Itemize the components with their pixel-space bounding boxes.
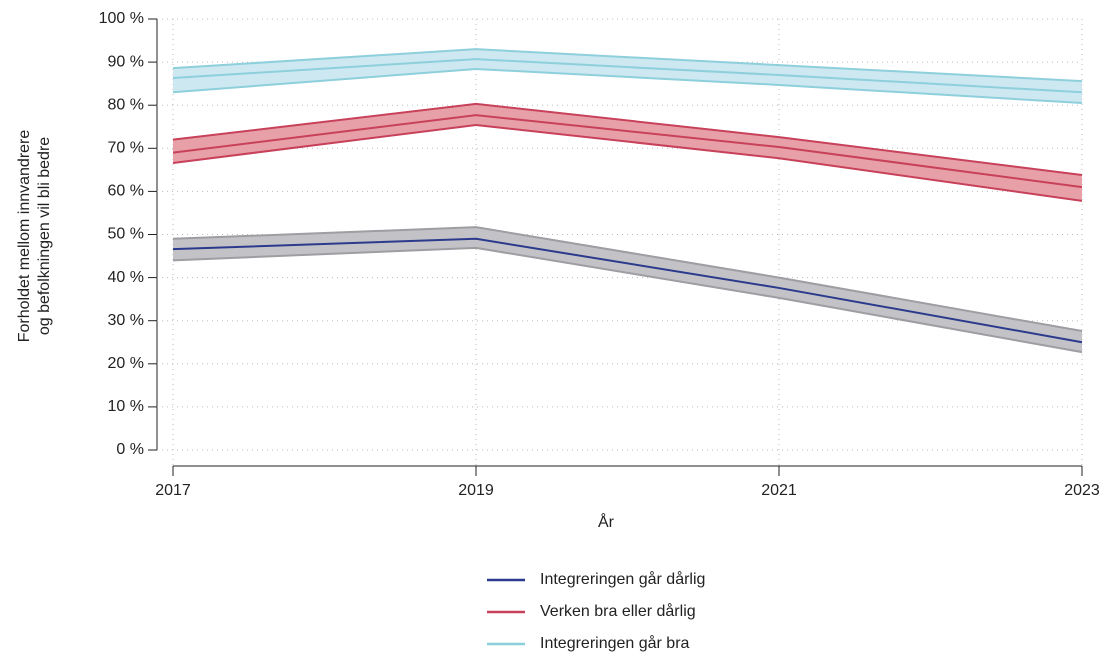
confidence-band [173, 227, 1082, 353]
x-tick-label: 2023 [1064, 482, 1100, 499]
y-tick-label: 40 % [108, 269, 144, 286]
band-edge [172, 246, 1083, 354]
y-tick-label: 10 % [108, 398, 144, 415]
y-tick-label: 70 % [108, 140, 144, 157]
band-edge [172, 124, 1083, 202]
series-line [172, 237, 1083, 344]
series-line [172, 114, 1083, 189]
y-tick-label: 50 % [108, 226, 144, 243]
x-tick-label: 2021 [761, 482, 797, 499]
y-tick-label: 90 % [108, 53, 144, 70]
x-tick-label: 2017 [155, 482, 191, 499]
band-edge [172, 102, 1083, 177]
x-axis-label: År [598, 512, 615, 531]
y-tick-label: 30 % [108, 312, 144, 329]
y-tick-label: 100 % [99, 10, 144, 27]
band-edge [172, 67, 1083, 105]
y-axis-label: og befolkningen vil bli bedre [36, 137, 53, 335]
y-tick-label: 0 % [116, 441, 144, 458]
legend-label: Integreringen går bra [540, 634, 690, 652]
legend-label: Integreringen går dårlig [540, 570, 705, 588]
y-tick-label: 60 % [108, 183, 144, 200]
y-axis-label: Forholdet mellom innvandrere [16, 130, 33, 343]
series-line [172, 58, 1083, 94]
x-tick-label: 2019 [458, 482, 494, 499]
y-tick-label: 80 % [108, 96, 144, 113]
y-tick-label: 20 % [108, 355, 144, 372]
legend-label: Verken bra eller dårlig [540, 602, 696, 620]
band-edge [172, 48, 1083, 83]
band-edge [172, 226, 1083, 333]
confidence-band [173, 103, 1082, 201]
